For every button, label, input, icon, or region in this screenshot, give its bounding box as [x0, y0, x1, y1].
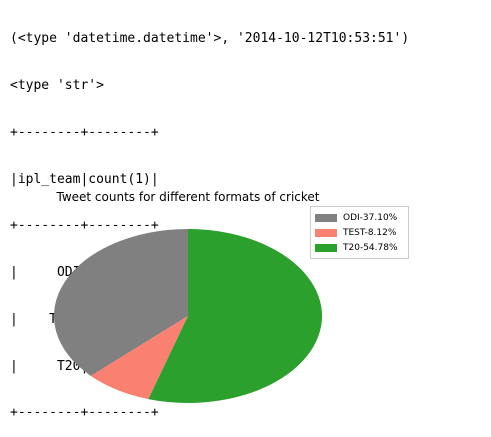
pie-slice-odi	[53, 229, 188, 376]
chart-title: Tweet counts for different formats of cr…	[56, 190, 320, 204]
console-line: +--------+--------+	[10, 405, 159, 421]
legend-swatch-odi	[315, 213, 337, 222]
console-line: |ipl_team|count(1)|	[10, 171, 159, 187]
legend-entry-t20: T20-54.78%	[311, 240, 408, 255]
pie-slice-test	[90, 316, 188, 400]
console-line: <type 'str'>	[10, 77, 104, 93]
chart-legend: ODI-37.10% TEST-8.12% T20-54.78%	[310, 206, 409, 259]
console-line: (<type 'datetime.datetime'>, '2014-10-12…	[10, 31, 410, 47]
pie-chart	[53, 229, 323, 403]
legend-label-test: TEST-8.12%	[343, 227, 397, 238]
legend-swatch-t20	[315, 243, 337, 252]
console-line: +--------+--------+	[10, 124, 159, 140]
legend-swatch-test	[315, 228, 337, 237]
legend-entry-odi: ODI-37.10%	[311, 210, 408, 225]
console-line: +--------+--------+	[10, 218, 159, 234]
legend-entry-test: TEST-8.12%	[311, 225, 408, 240]
legend-label-odi: ODI-37.10%	[343, 212, 398, 223]
pie-slice-t20	[148, 229, 323, 403]
legend-label-t20: T20-54.78%	[343, 242, 398, 253]
